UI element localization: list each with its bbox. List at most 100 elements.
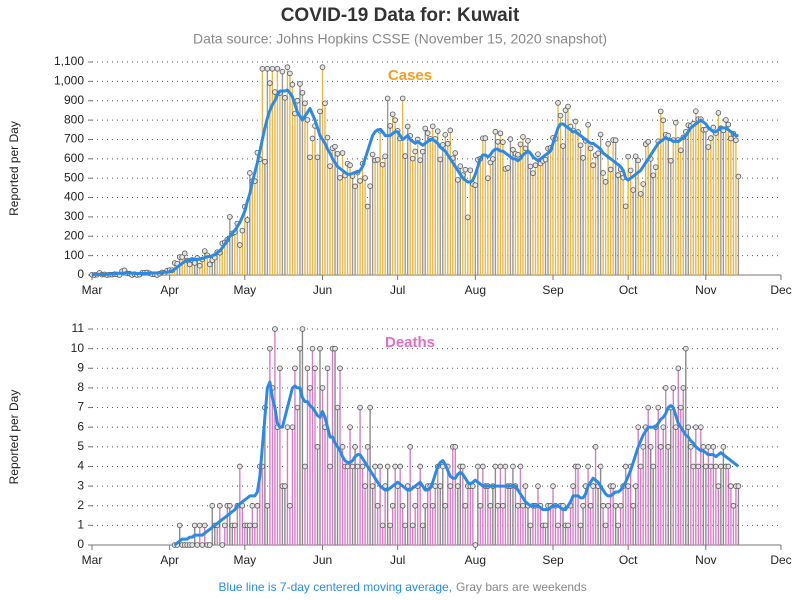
day-marker bbox=[412, 148, 419, 155]
day-marker bbox=[264, 502, 271, 509]
y-axis-label: Reported per Day bbox=[7, 390, 21, 485]
day-marker bbox=[600, 502, 606, 509]
day-marker bbox=[728, 135, 734, 142]
day-marker bbox=[324, 365, 331, 372]
day-marker bbox=[444, 140, 451, 147]
day-marker bbox=[314, 444, 321, 450]
day-marker bbox=[417, 157, 424, 163]
day-marker bbox=[637, 463, 644, 470]
day-marker bbox=[718, 463, 724, 470]
day-marker bbox=[372, 463, 378, 470]
x-tick-label: Oct bbox=[619, 283, 638, 297]
day-marker bbox=[199, 542, 206, 548]
day-marker bbox=[715, 110, 722, 116]
day-marker bbox=[677, 147, 684, 154]
day-marker bbox=[565, 522, 571, 529]
day-marker bbox=[465, 214, 471, 221]
day-marker bbox=[249, 502, 256, 509]
day-marker bbox=[585, 121, 591, 128]
day-marker bbox=[282, 95, 288, 101]
day-marker bbox=[267, 345, 273, 352]
day-marker bbox=[682, 345, 689, 352]
day-marker bbox=[419, 148, 426, 155]
day-marker bbox=[657, 444, 664, 450]
day-marker bbox=[264, 65, 271, 72]
day-marker bbox=[690, 463, 697, 470]
day-marker bbox=[657, 108, 664, 115]
day-marker bbox=[482, 135, 489, 141]
y-tick-label: 600 bbox=[64, 151, 84, 165]
y-tick-label: 200 bbox=[64, 228, 84, 242]
day-marker bbox=[267, 80, 273, 86]
day-marker bbox=[244, 217, 251, 223]
day-marker bbox=[507, 136, 514, 142]
day-marker bbox=[412, 502, 419, 509]
day-marker bbox=[632, 153, 639, 160]
moving-average-line bbox=[91, 88, 739, 277]
day-marker bbox=[622, 203, 629, 210]
day-marker bbox=[357, 404, 363, 411]
day-marker bbox=[247, 522, 253, 529]
day-marker bbox=[688, 444, 694, 450]
day-marker bbox=[191, 522, 198, 529]
day-marker bbox=[577, 522, 584, 529]
day-marker bbox=[302, 463, 308, 470]
x-tick-label: May bbox=[233, 553, 256, 567]
day-marker bbox=[595, 150, 601, 157]
day-marker bbox=[284, 64, 291, 71]
day-marker bbox=[397, 463, 403, 470]
day-marker bbox=[492, 128, 499, 135]
day-marker bbox=[728, 483, 734, 489]
y-tick-label: 0 bbox=[77, 537, 84, 551]
page-title: COVID-19 Data for: Kuwait bbox=[281, 5, 520, 26]
day-marker bbox=[417, 463, 424, 470]
day-marker bbox=[429, 123, 436, 130]
day-marker bbox=[237, 242, 243, 248]
day-marker bbox=[379, 522, 386, 529]
day-marker bbox=[515, 502, 521, 509]
x-tick-label: Aug bbox=[465, 283, 486, 297]
day-marker bbox=[460, 463, 466, 470]
day-marker bbox=[577, 142, 584, 149]
day-marker bbox=[422, 502, 429, 509]
day-marker bbox=[575, 463, 581, 470]
day-marker bbox=[477, 502, 484, 509]
day-marker bbox=[527, 522, 534, 529]
day-marker bbox=[437, 156, 444, 163]
day-marker bbox=[387, 123, 393, 129]
day-marker bbox=[685, 424, 692, 430]
y-tick-label: 800 bbox=[64, 112, 84, 126]
day-marker bbox=[510, 146, 516, 153]
y-tick-label: 8 bbox=[77, 380, 84, 394]
x-tick-label: Jul bbox=[390, 283, 405, 297]
day-marker bbox=[605, 140, 611, 147]
day-marker bbox=[194, 542, 201, 548]
day-marker bbox=[680, 385, 687, 391]
day-marker bbox=[665, 444, 672, 450]
day-marker bbox=[725, 121, 732, 128]
day-marker bbox=[505, 165, 511, 171]
day-marker bbox=[364, 203, 371, 210]
day-marker bbox=[339, 150, 346, 156]
day-marker bbox=[437, 483, 444, 489]
day-marker bbox=[520, 134, 526, 140]
day-marker bbox=[239, 227, 246, 234]
day-marker bbox=[304, 117, 311, 123]
day-marker bbox=[625, 153, 631, 160]
day-marker bbox=[334, 404, 341, 411]
x-tick-label: Jun bbox=[313, 553, 332, 567]
y-tick-label: 3 bbox=[77, 478, 84, 492]
day-marker bbox=[384, 95, 391, 102]
day-marker bbox=[369, 151, 376, 158]
x-tick-label: Jul bbox=[390, 553, 405, 567]
day-marker bbox=[219, 542, 226, 548]
day-marker bbox=[277, 365, 283, 372]
day-marker bbox=[232, 522, 238, 529]
day-marker bbox=[201, 248, 208, 254]
day-marker bbox=[490, 156, 496, 162]
day-marker bbox=[625, 483, 631, 489]
day-marker bbox=[279, 68, 286, 75]
day-marker bbox=[332, 143, 338, 150]
day-marker bbox=[715, 483, 722, 489]
